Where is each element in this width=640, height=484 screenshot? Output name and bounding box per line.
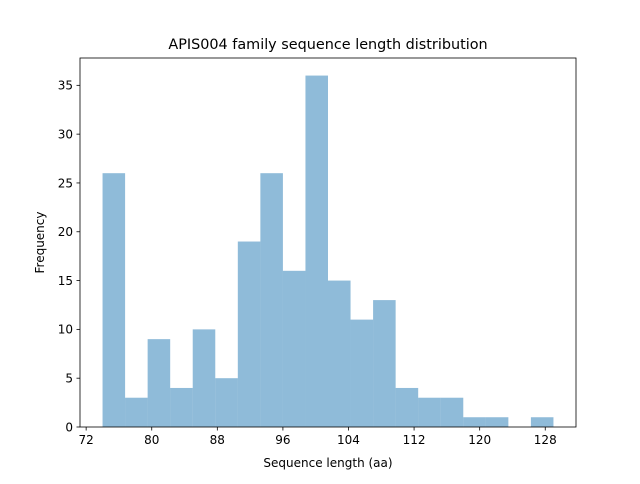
histogram-bar [485,417,509,427]
x-tick-label: 128 [534,433,557,447]
y-tick-label: 35 [58,79,73,93]
axes-frame [79,57,577,428]
histogram-bar [102,173,126,427]
histogram-bar [260,173,283,427]
y-tick-label: 25 [58,176,73,190]
x-tick-label: 72 [79,433,94,447]
histogram-bar [170,387,193,427]
histogram-bar [373,300,396,427]
histogram-bar [147,339,171,427]
y-tick-label: 30 [58,127,73,141]
x-tick-label: 112 [403,433,426,447]
x-tick-label: 104 [337,433,360,447]
x-tick-label: 88 [210,433,225,447]
chart-title: APIS004 family sequence length distribut… [168,37,487,53]
y-tick-label: 10 [58,323,73,337]
histogram-bar [282,270,306,427]
histogram-bar [350,319,374,427]
x-tick-label: 96 [275,433,290,447]
histogram-bar [440,397,464,427]
y-tick-label: 20 [58,225,73,239]
histogram-bar [215,378,238,427]
histogram-bar [125,397,148,427]
histogram-bar [192,329,216,427]
histogram-bar [463,417,486,427]
x-tick-label: 120 [468,433,491,447]
histogram-bar [530,417,554,427]
y-tick-label: 15 [58,274,73,288]
histogram-bar [418,397,441,427]
x-axis-label: Sequence length (aa) [263,456,392,470]
y-axis-label: Frequency [33,212,47,274]
x-tick-label: 80 [144,433,159,447]
y-tick-label: 5 [65,371,73,385]
histogram-bar [237,241,261,427]
histogram-bar [328,280,351,427]
y-tick-label: 0 [65,420,73,434]
histogram-bar [395,387,419,427]
histogram-bar [305,75,328,428]
